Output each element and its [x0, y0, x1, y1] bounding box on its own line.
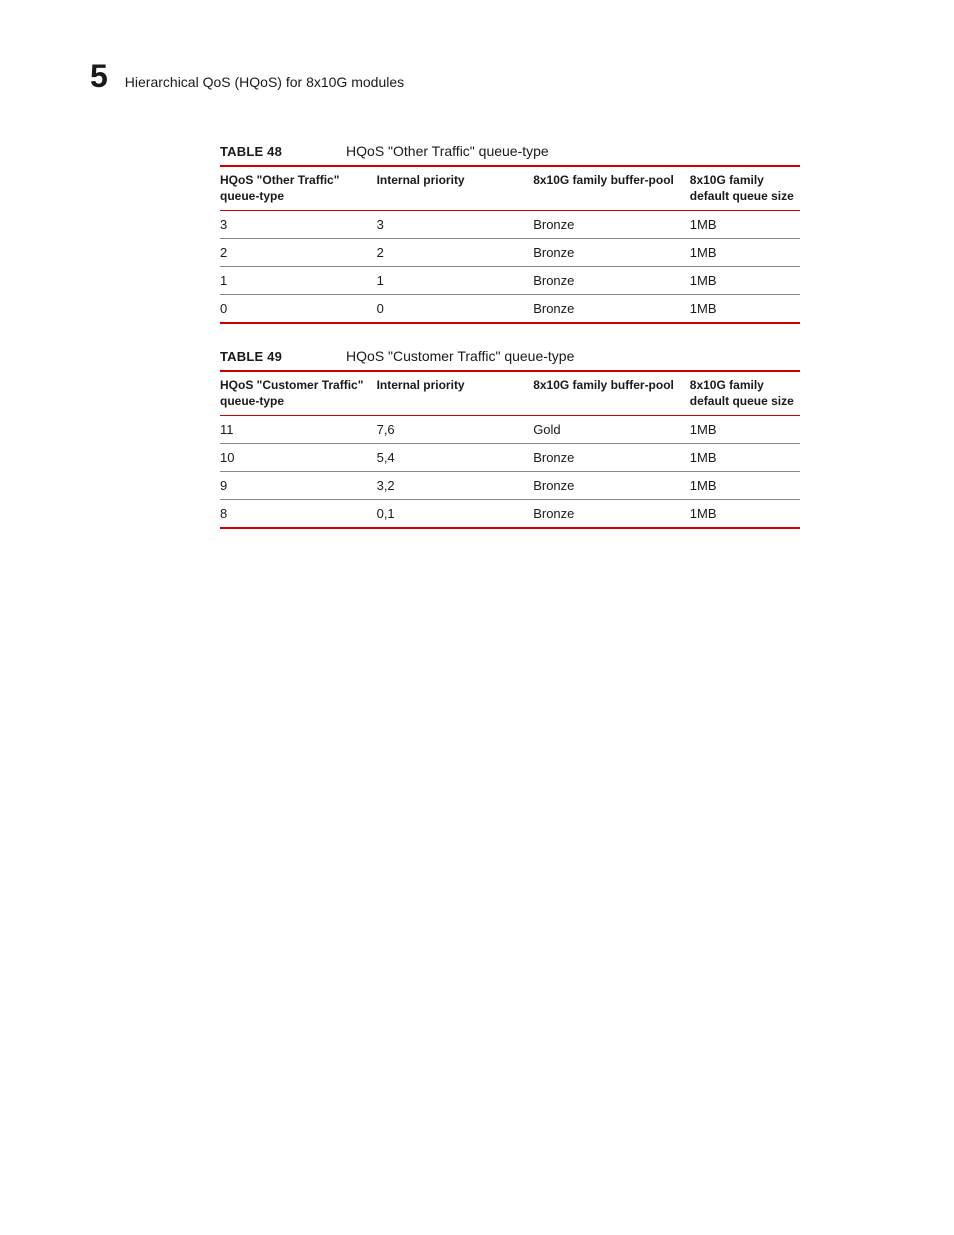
- cell: 9: [220, 472, 377, 500]
- table-row: 2 2 Bronze 1MB: [220, 239, 800, 267]
- cell: 11: [220, 416, 377, 444]
- table-48-col-2: 8x10G family buffer-pool: [533, 166, 690, 211]
- table-49-col-3: 8x10G family default queue size: [690, 371, 800, 416]
- table-48-header-row: HQoS "Other Traffic" queue-type Internal…: [220, 166, 800, 211]
- cell: 1MB: [690, 500, 800, 529]
- cell: Bronze: [533, 295, 690, 324]
- cell: 5,4: [377, 444, 534, 472]
- cell: 1MB: [690, 239, 800, 267]
- cell: 2: [220, 239, 377, 267]
- table-48-col-1: Internal priority: [377, 166, 534, 211]
- table-48: HQoS "Other Traffic" queue-type Internal…: [220, 165, 800, 324]
- cell: Bronze: [533, 239, 690, 267]
- table-48-caption: TABLE 48 HQoS "Other Traffic" queue-type: [220, 143, 800, 159]
- table-row: 8 0,1 Bronze 1MB: [220, 500, 800, 529]
- cell: Bronze: [533, 500, 690, 529]
- tables-area: TABLE 48 HQoS "Other Traffic" queue-type…: [220, 143, 800, 529]
- table-48-block: TABLE 48 HQoS "Other Traffic" queue-type…: [220, 143, 800, 324]
- table-49: HQoS "Customer Traffic" queue-type Inter…: [220, 370, 800, 529]
- table-row: 0 0 Bronze 1MB: [220, 295, 800, 324]
- table-49-col-2: 8x10G family buffer-pool: [533, 371, 690, 416]
- cell: 10: [220, 444, 377, 472]
- chapter-title: Hierarchical QoS (HQoS) for 8x10G module…: [125, 74, 404, 90]
- table-49-col-1: Internal priority: [377, 371, 534, 416]
- cell: 7,6: [377, 416, 534, 444]
- cell: 1: [377, 267, 534, 295]
- cell: 8: [220, 500, 377, 529]
- cell: 0: [377, 295, 534, 324]
- table-49-caption-text: HQoS "Customer Traffic" queue-type: [346, 348, 574, 364]
- table-48-label: TABLE 48: [220, 144, 282, 159]
- cell: 3,2: [377, 472, 534, 500]
- table-49-col-0: HQoS "Customer Traffic" queue-type: [220, 371, 377, 416]
- cell: Bronze: [533, 211, 690, 239]
- table-49-label: TABLE 49: [220, 349, 282, 364]
- cell: 1: [220, 267, 377, 295]
- cell: 0,1: [377, 500, 534, 529]
- table-row: 9 3,2 Bronze 1MB: [220, 472, 800, 500]
- table-49-block: TABLE 49 HQoS "Customer Traffic" queue-t…: [220, 348, 800, 529]
- page: 5 Hierarchical QoS (HQoS) for 8x10G modu…: [0, 0, 954, 1235]
- chapter-number: 5: [90, 58, 107, 95]
- cell: Bronze: [533, 444, 690, 472]
- table-48-caption-text: HQoS "Other Traffic" queue-type: [346, 143, 549, 159]
- cell: 2: [377, 239, 534, 267]
- cell: Bronze: [533, 472, 690, 500]
- cell: 3: [377, 211, 534, 239]
- cell: 1MB: [690, 267, 800, 295]
- cell: 1MB: [690, 416, 800, 444]
- table-48-col-3: 8x10G family default queue size: [690, 166, 800, 211]
- table-48-col-0: HQoS "Other Traffic" queue-type: [220, 166, 377, 211]
- cell: 1MB: [690, 444, 800, 472]
- table-49-caption: TABLE 49 HQoS "Customer Traffic" queue-t…: [220, 348, 800, 364]
- table-row: 10 5,4 Bronze 1MB: [220, 444, 800, 472]
- cell: 0: [220, 295, 377, 324]
- page-header: 5 Hierarchical QoS (HQoS) for 8x10G modu…: [90, 58, 864, 95]
- table-49-header-row: HQoS "Customer Traffic" queue-type Inter…: [220, 371, 800, 416]
- table-row: 3 3 Bronze 1MB: [220, 211, 800, 239]
- table-row: 11 7,6 Gold 1MB: [220, 416, 800, 444]
- cell: 1MB: [690, 211, 800, 239]
- cell: Bronze: [533, 267, 690, 295]
- cell: 3: [220, 211, 377, 239]
- table-row: 1 1 Bronze 1MB: [220, 267, 800, 295]
- cell: 1MB: [690, 472, 800, 500]
- cell: Gold: [533, 416, 690, 444]
- cell: 1MB: [690, 295, 800, 324]
